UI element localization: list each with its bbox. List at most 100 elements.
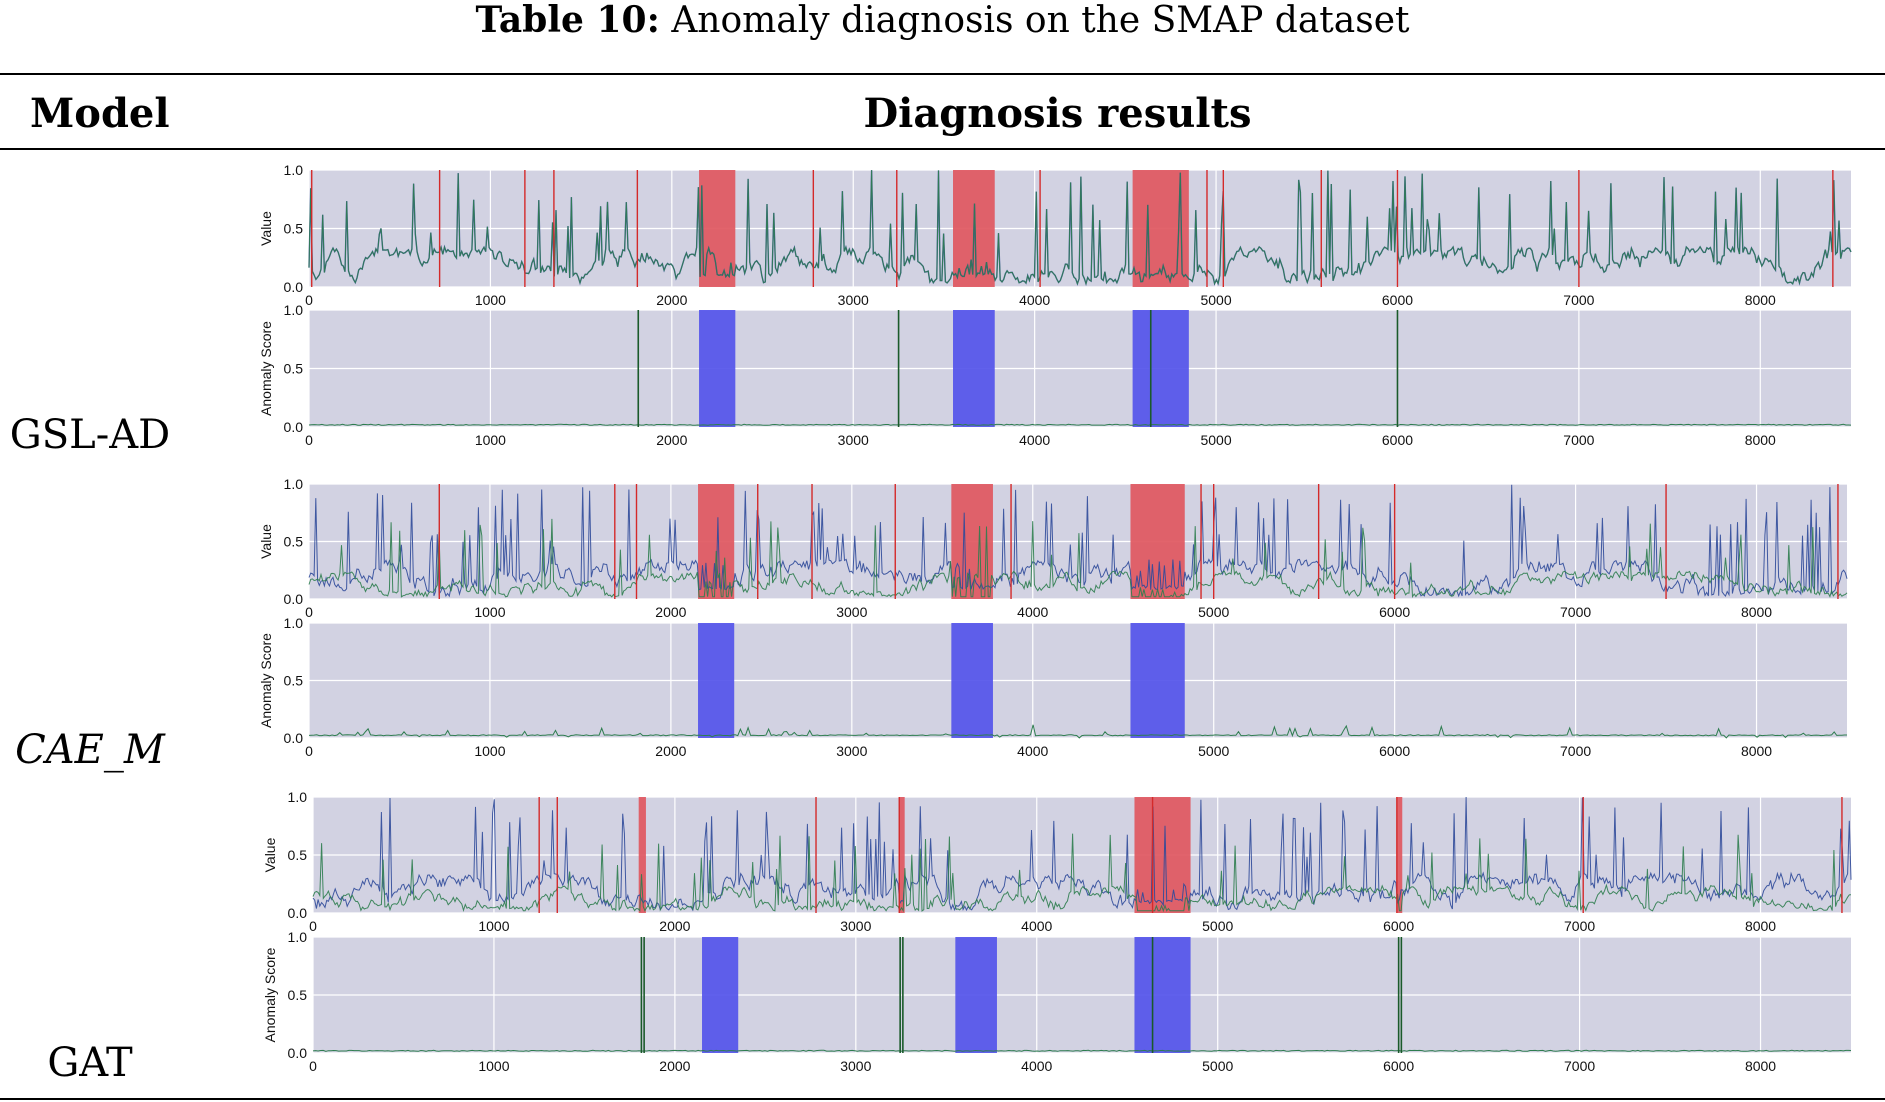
- x-tick-label: 3000: [838, 432, 869, 448]
- y-tick-label: 1.0: [284, 476, 304, 492]
- table-caption: Table 10: Anomaly diagnosis on the SMAP …: [0, 0, 1885, 41]
- x-tick-label: 3000: [840, 1058, 871, 1074]
- x-tick-label: 4000: [1019, 432, 1050, 448]
- table-top-rule: [0, 73, 1885, 75]
- caption-label: Table 10:: [475, 0, 660, 41]
- y-tick-label: 0.5: [288, 847, 308, 863]
- chart-gsl-ad-value: 0 1000 2000 3000 4000 5000 6000 7000 8000 0.0 0.5 1…: [258, 162, 1852, 308]
- y-tick-label: 0.0: [288, 905, 308, 921]
- y-tick-label: 0.0: [284, 730, 304, 746]
- model-name-cae-m: CAE_M: [15, 727, 165, 773]
- score-line: [312, 1049, 1852, 1052]
- anomaly-region: [699, 310, 736, 427]
- x-tick-label: 1000: [474, 604, 505, 620]
- y-axis-label: Anomaly Score: [258, 321, 274, 416]
- x-tick-label: 3000: [836, 743, 867, 759]
- y-tick-label: 0.0: [284, 279, 304, 295]
- chart-cae-m-score: 0 1000 2000 3000 4000 5000 6000 7000 8000 0.0 0.5 1…: [258, 615, 1847, 759]
- x-tick-label: 5000: [1200, 432, 1231, 448]
- x-tick-label: 4000: [1021, 918, 1052, 934]
- x-tick-label: 1000: [475, 292, 506, 308]
- caption-text: Anomaly diagnosis on the SMAP dataset: [671, 0, 1410, 41]
- score-line: [308, 423, 1852, 426]
- x-tick-label: 2000: [655, 604, 686, 620]
- x-tick-label: 0: [305, 743, 313, 759]
- x-tick-label: 1000: [478, 918, 509, 934]
- y-tick-label: 0.0: [284, 591, 304, 607]
- chart-gsl-ad-score: 0 1000 2000 3000 4000 5000 6000 7000 8000 0.0 0.5 1…: [258, 302, 1852, 448]
- x-tick-label: 8000: [1741, 604, 1772, 620]
- x-tick-label: 5000: [1198, 743, 1229, 759]
- table-header-rule: [0, 148, 1885, 150]
- x-tick-label: 0: [305, 604, 313, 620]
- x-tick-label: 2000: [656, 432, 687, 448]
- column-header-model: Model: [30, 90, 170, 137]
- y-tick-label: 1.0: [284, 302, 304, 318]
- y-tick-label: 0.0: [288, 1045, 308, 1061]
- y-axis-label: Anomaly Score: [258, 633, 274, 728]
- anomaly-region: [702, 937, 739, 1053]
- anomaly-region: [699, 170, 736, 287]
- chart-cae-m-value: 0 1000 2000 3000 4000 5000 6000 7000 8000 0.0 0.5 1…: [258, 476, 1848, 620]
- model-name-gsl-ad: GSL-AD: [9, 412, 171, 458]
- y-tick-label: 0.5: [284, 534, 304, 550]
- x-tick-label: 0: [305, 292, 313, 308]
- model-name-gat: GAT: [47, 1040, 133, 1086]
- x-tick-label: 5000: [1202, 1058, 1233, 1074]
- x-tick-label: 8000: [1745, 432, 1776, 448]
- anomaly-region: [1134, 937, 1191, 1053]
- x-tick-label: 7000: [1560, 743, 1591, 759]
- anomaly-region: [1134, 797, 1191, 913]
- anomaly-region: [1396, 797, 1403, 913]
- x-tick-label: 3000: [838, 292, 869, 308]
- series-line-actual: [308, 484, 1848, 598]
- anomaly-region: [899, 797, 905, 913]
- anomaly-region: [638, 797, 646, 913]
- x-tick-label: 7000: [1564, 918, 1595, 934]
- series-line-predicted: [308, 518, 1848, 599]
- x-tick-label: 1000: [475, 432, 506, 448]
- x-tick-label: 1000: [478, 1058, 509, 1074]
- y-axis-label: Value: [262, 837, 278, 872]
- y-tick-label: 1.0: [284, 162, 304, 178]
- x-tick-label: 7000: [1563, 292, 1594, 308]
- x-tick-label: 4000: [1021, 1058, 1052, 1074]
- series-line-predicted: [308, 170, 1852, 286]
- x-tick-label: 4000: [1017, 604, 1048, 620]
- anomaly-region: [698, 623, 735, 738]
- y-tick-label: 0.5: [284, 221, 304, 237]
- anomaly-region: [1132, 310, 1189, 427]
- x-tick-label: 0: [305, 432, 313, 448]
- y-tick-label: 1.0: [288, 789, 308, 805]
- x-tick-label: 6000: [1383, 918, 1414, 934]
- x-tick-label: 5000: [1200, 292, 1231, 308]
- y-tick-label: 0.5: [288, 987, 308, 1003]
- x-tick-label: 2000: [655, 743, 686, 759]
- y-axis-label: Anomaly Score: [262, 947, 278, 1042]
- anomaly-region: [1130, 623, 1185, 738]
- anomaly-region: [951, 623, 993, 738]
- anomaly-region: [955, 937, 997, 1053]
- x-tick-label: 6000: [1379, 743, 1410, 759]
- y-tick-label: 0.5: [284, 673, 304, 689]
- x-tick-label: 3000: [836, 604, 867, 620]
- x-tick-label: 7000: [1560, 604, 1591, 620]
- x-tick-label: 7000: [1563, 432, 1594, 448]
- x-tick-label: 8000: [1745, 918, 1776, 934]
- chart-gat-score: 0 1000 2000 3000 4000 5000 6000 7000 8000 0.0 0.5 1…: [262, 929, 1852, 1074]
- y-tick-label: 0.5: [284, 361, 304, 377]
- y-axis-label: Value: [258, 524, 274, 559]
- x-tick-label: 4000: [1019, 292, 1050, 308]
- y-tick-label: 1.0: [288, 929, 308, 945]
- x-tick-label: 2000: [659, 1058, 690, 1074]
- x-tick-label: 4000: [1017, 743, 1048, 759]
- x-tick-label: 8000: [1745, 292, 1776, 308]
- column-header-diagnosis-results: Diagnosis results: [863, 90, 1252, 137]
- y-tick-label: 0.0: [284, 419, 304, 435]
- x-tick-label: 1000: [474, 743, 505, 759]
- x-tick-label: 6000: [1382, 292, 1413, 308]
- x-tick-label: 6000: [1379, 604, 1410, 620]
- series-line-predicted: [312, 833, 1852, 913]
- x-tick-label: 8000: [1741, 743, 1772, 759]
